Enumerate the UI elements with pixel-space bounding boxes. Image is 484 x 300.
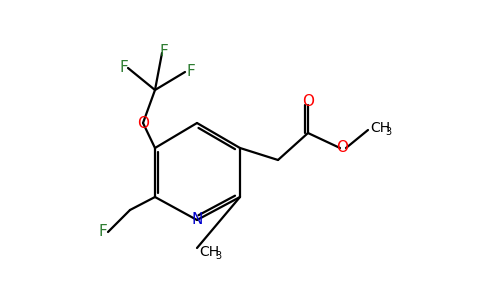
- Text: F: F: [120, 61, 128, 76]
- Text: 3: 3: [385, 127, 391, 137]
- Text: F: F: [187, 64, 196, 80]
- Text: O: O: [137, 116, 149, 130]
- Text: 3: 3: [215, 251, 221, 261]
- Text: F: F: [99, 224, 107, 239]
- Text: CH: CH: [370, 121, 390, 135]
- Text: CH: CH: [199, 245, 219, 259]
- Text: N: N: [191, 212, 203, 227]
- Text: O: O: [302, 94, 314, 109]
- Text: F: F: [160, 44, 168, 59]
- Text: O: O: [336, 140, 348, 155]
